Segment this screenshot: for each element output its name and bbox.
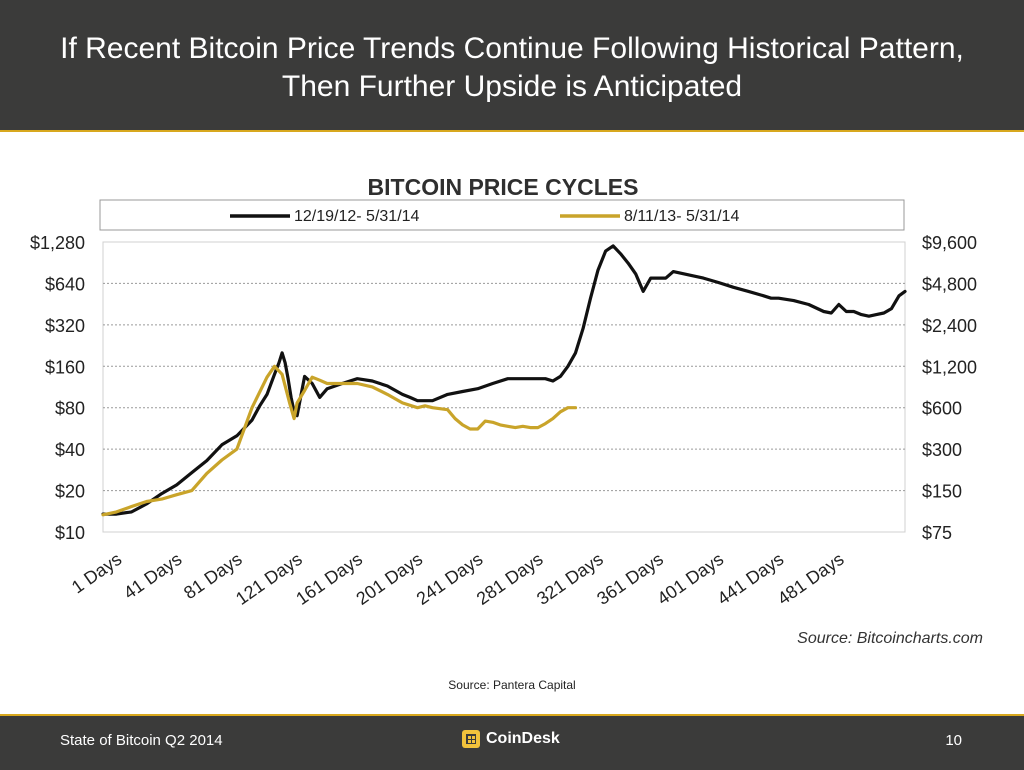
slide-footer: State of Bitcoin Q2 2014 CoinDesk 10 <box>0 714 1024 770</box>
page-number: 10 <box>945 732 962 749</box>
plot-area <box>102 241 906 533</box>
left-tick-label: $1,280 <box>30 233 85 253</box>
series-line-2 <box>101 364 578 517</box>
left-axis: $10 $20 $40 $80 $160 $320 $640 $1,280 <box>30 233 85 543</box>
left-tick-label: $640 <box>45 274 85 294</box>
legend-label-series-1: 12/19/12- 5/31/14 <box>294 208 420 225</box>
left-tick-label: $160 <box>45 357 85 377</box>
left-tick-label: $10 <box>55 523 85 543</box>
source-note: Source: Pantera Capital <box>448 678 576 692</box>
right-tick-label: $150 <box>922 482 962 502</box>
legend-label-series-2: 8/11/13- 5/31/14 <box>624 208 739 225</box>
left-tick-label: $80 <box>55 399 85 419</box>
x-tick-label: 121 Days <box>232 549 306 609</box>
slide-title: If Recent Bitcoin Price Trends Continue … <box>60 32 964 103</box>
left-tick-label: $20 <box>55 482 85 502</box>
left-tick-label: $40 <box>55 440 85 460</box>
legend-box <box>99 199 905 231</box>
x-tick-label: 361 Days <box>593 549 667 609</box>
x-tick-label: 321 Days <box>533 549 607 609</box>
right-tick-label: $4,800 <box>922 274 977 294</box>
right-tick-label: $300 <box>922 440 962 460</box>
left-tick-label: $320 <box>45 316 85 336</box>
coindesk-logo-icon <box>462 730 480 748</box>
chart-title: BITCOIN PRICE CYCLES <box>368 174 639 200</box>
x-tick-label: 201 Days <box>352 549 426 609</box>
coindesk-logo: CoinDesk <box>462 730 560 748</box>
x-tick-label: 401 Days <box>653 549 727 609</box>
bitcoin-price-cycles-chart: BITCOIN PRICE CYCLES 12/19/12- 5/31/14 8… <box>30 174 983 647</box>
coindesk-logo-text: CoinDesk <box>486 730 560 747</box>
right-tick-label: $2,400 <box>922 316 977 336</box>
x-tick-label: 241 Days <box>413 549 487 609</box>
chart-source: Source: Bitcoincharts.com <box>797 630 983 647</box>
right-tick-label: $75 <box>922 523 952 543</box>
x-tick-label: 41 Days <box>120 549 186 603</box>
x-tick-label: 441 Days <box>714 549 788 609</box>
x-tick-label: 281 Days <box>473 549 547 609</box>
x-tick-label: 161 Days <box>292 549 366 609</box>
x-tick-label: 1 Days <box>68 549 125 598</box>
right-tick-label: $600 <box>922 399 962 419</box>
right-tick-label: $9,600 <box>922 233 977 253</box>
slide-header: If Recent Bitcoin Price Trends Continue … <box>0 0 1024 132</box>
right-axis: $75 $150 $300 $600 $1,200 $2,400 $4,800 $9,600 <box>922 233 977 543</box>
footer-left-text: State of Bitcoin Q2 2014 <box>60 732 223 749</box>
series-lines <box>101 244 907 517</box>
right-tick-label: $1,200 <box>922 357 977 377</box>
x-tick-label: 481 Days <box>774 549 848 609</box>
